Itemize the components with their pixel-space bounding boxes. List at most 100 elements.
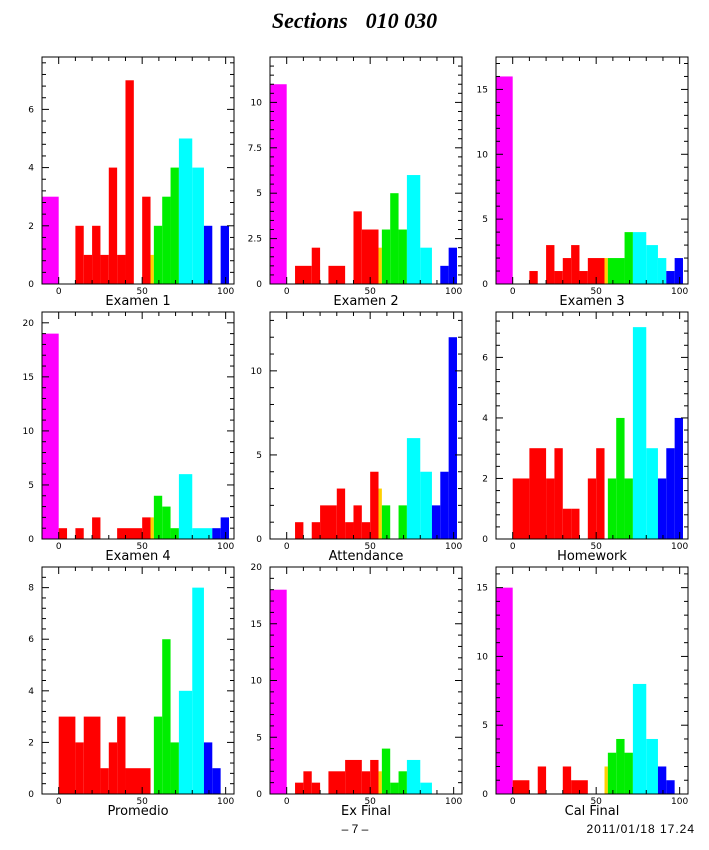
x-axis-label: Examen 3 <box>559 294 624 309</box>
histogram-bar <box>571 245 580 284</box>
histogram-bar <box>178 690 193 794</box>
histogram-bar <box>328 771 346 794</box>
histogram-bar <box>646 448 658 539</box>
histogram-bar <box>406 438 421 539</box>
histogram-bar <box>378 488 382 539</box>
histogram-bar <box>632 327 647 539</box>
y-tick-label: 0 <box>28 280 34 290</box>
histogram-bar <box>398 771 407 794</box>
histogram-bar <box>83 716 101 794</box>
x-tick-label: 100 <box>217 542 234 552</box>
histogram-bar <box>75 528 84 539</box>
y-tick-label: 15 <box>23 373 34 383</box>
histogram-bar <box>378 771 382 794</box>
histogram-bar <box>496 587 513 794</box>
histogram-bar <box>607 478 617 539</box>
histogram-bar <box>162 639 171 794</box>
histogram-bar <box>562 258 572 284</box>
y-tick-label: 20 <box>251 563 263 573</box>
histogram-bar <box>406 759 421 794</box>
histogram-bar <box>440 471 449 539</box>
histogram-bar <box>108 167 118 284</box>
histogram-bar <box>579 271 588 284</box>
x-tick-label: 100 <box>671 287 688 297</box>
histogram-bar <box>42 333 59 539</box>
y-tick-label: 8 <box>28 584 34 594</box>
histogram-bar <box>390 193 399 284</box>
histogram-1: 0 50 100 0 2 4 6 Examen 1 <box>28 56 235 309</box>
x-axis-label: Examen 2 <box>333 294 398 309</box>
histogram-bar <box>212 768 221 794</box>
y-tick-label: 15 <box>477 85 488 95</box>
x-axis-label: Attendance <box>329 549 404 564</box>
histogram-bar <box>328 265 346 284</box>
y-tick-label: 4 <box>28 164 34 174</box>
y-tick-label: 15 <box>477 584 488 594</box>
histogram-bar <box>406 175 421 284</box>
histogram-bar <box>529 448 547 539</box>
y-tick-label: 2 <box>28 738 34 748</box>
y-tick-label: 2 <box>482 474 488 484</box>
histogram-bar <box>220 517 229 539</box>
y-tick-label: 0 <box>482 535 488 545</box>
histogram-bar <box>178 474 193 539</box>
x-axis-label: Ex Final <box>341 804 391 819</box>
y-tick-label: 0 <box>28 790 34 800</box>
x-tick-label: 0 <box>510 287 516 297</box>
timestamp: 2011/01/18 17.24 <box>586 822 695 836</box>
x-axis-label: Promedio <box>107 804 168 819</box>
histogram-bar <box>646 738 658 794</box>
y-tick-label: 2 <box>28 222 34 232</box>
histogram-bar <box>596 448 605 539</box>
histogram-bar <box>554 448 563 539</box>
histogram-bar <box>220 225 229 284</box>
y-tick-label: 5 <box>28 481 34 491</box>
histogram-bar <box>554 271 563 284</box>
x-tick-label: 0 <box>284 287 290 297</box>
histogram-bar <box>75 225 84 284</box>
histogram-bar <box>381 748 391 794</box>
x-tick-label: 0 <box>284 797 290 807</box>
histogram-bar <box>58 716 76 794</box>
histogram-bar <box>512 780 530 794</box>
histogram-bar <box>162 506 171 539</box>
histogram-bar <box>117 528 143 539</box>
y-tick-label: 0 <box>256 280 262 290</box>
histogram-bar <box>212 528 221 539</box>
histogram-bar <box>178 138 193 284</box>
histogram-bar <box>512 478 530 539</box>
plot-frame <box>269 566 463 795</box>
x-tick-label: 0 <box>56 287 62 297</box>
histogram-bar <box>320 505 337 539</box>
x-tick-label: 0 <box>284 542 290 552</box>
y-tick-label: 5 <box>482 721 488 731</box>
x-tick-label: 100 <box>445 797 462 807</box>
histogram-bar <box>361 229 379 284</box>
x-tick-label: 0 <box>510 542 516 552</box>
histogram-bar <box>108 742 118 794</box>
histogram-bar <box>153 225 163 284</box>
histogram-bar <box>420 247 432 284</box>
histogram-bar <box>632 232 647 284</box>
x-tick-label: 0 <box>56 797 62 807</box>
histogram-9: 0 50 100 0 5 10 15 Cal Final <box>477 566 689 819</box>
x-tick-label: 50 <box>136 797 148 807</box>
plot-frame <box>495 56 689 285</box>
histogram-bar <box>378 247 382 284</box>
histogram-bar <box>353 505 362 539</box>
histogram-5: 0 50 100 0 5 10 Attendance <box>251 311 463 564</box>
histogram-bar <box>192 587 204 794</box>
histogram-bar <box>624 752 633 794</box>
y-tick-label: 10 <box>251 367 263 377</box>
histogram-bar <box>92 517 101 539</box>
y-tick-label: 6 <box>482 353 488 363</box>
x-tick-label: 50 <box>590 287 602 297</box>
histogram-bar <box>125 768 151 794</box>
x-tick-label: 100 <box>671 542 688 552</box>
y-tick-label: 4 <box>482 414 488 424</box>
histogram-bar <box>674 417 683 539</box>
histogram-bar <box>117 254 126 284</box>
histogram-bar <box>58 528 68 539</box>
histogram-bar <box>632 683 647 794</box>
y-tick-label: 5 <box>256 189 262 199</box>
